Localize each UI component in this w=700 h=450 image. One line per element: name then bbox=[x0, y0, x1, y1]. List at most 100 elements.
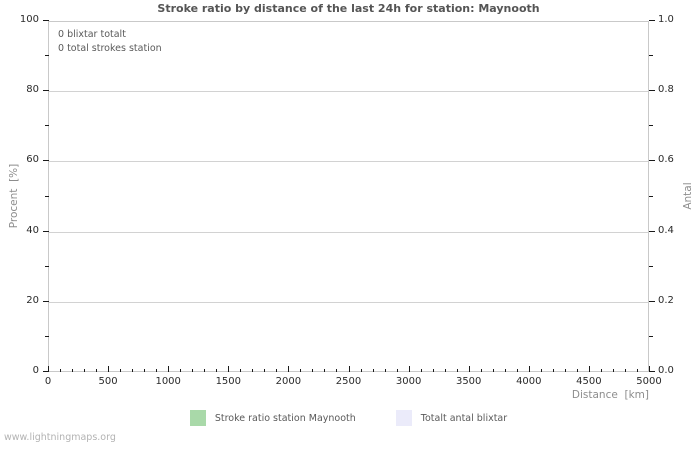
watermark-link: www.lightningmaps.org bbox=[4, 432, 116, 443]
x-axis-minor-tick bbox=[444, 369, 446, 372]
x-axis-tick bbox=[468, 366, 470, 372]
x-axis-tick bbox=[48, 366, 49, 372]
x-axis-minor-tick bbox=[216, 369, 218, 372]
x-axis-tick bbox=[649, 366, 650, 372]
y-axis-left-minor-tick bbox=[45, 55, 49, 57]
x-axis-tick-label: 1000 bbox=[155, 376, 181, 387]
y-axis-right-tick-label: 0.8 bbox=[658, 84, 674, 96]
y-axis-left-tick-label: 40 bbox=[26, 224, 39, 236]
y-axis-right-minor-tick bbox=[649, 335, 653, 337]
legend-item: Stroke ratio station Maynooth bbox=[189, 410, 356, 426]
legend-label: Stroke ratio station Maynooth bbox=[214, 412, 356, 424]
x-axis-minor-tick bbox=[504, 369, 506, 372]
y-axis-right-minor-tick bbox=[649, 125, 653, 127]
chart-title: Stroke ratio by distance of the last 24h… bbox=[157, 2, 540, 15]
x-axis-minor-tick bbox=[96, 369, 98, 372]
x-axis-minor-tick bbox=[576, 369, 578, 372]
x-axis-minor-tick bbox=[60, 369, 62, 372]
x-axis-tick-label: 4000 bbox=[516, 376, 542, 387]
x-axis-minor-tick bbox=[120, 369, 122, 372]
y-axis-right-tick-label: 1.0 bbox=[658, 14, 674, 25]
x-axis-title: Distance [km] bbox=[571, 389, 649, 401]
x-axis-minor-tick bbox=[420, 369, 422, 372]
y-axis-left-tick bbox=[43, 300, 49, 302]
x-axis-tick bbox=[108, 366, 110, 372]
x-axis-tick bbox=[288, 366, 290, 372]
legend-label: Totalt antal blixtar bbox=[420, 412, 508, 424]
x-axis-minor-tick bbox=[552, 369, 554, 372]
legend-swatch bbox=[395, 410, 412, 426]
x-axis-minor-tick bbox=[636, 369, 638, 372]
y-axis-right-tick-label: 0.2 bbox=[658, 294, 674, 306]
x-axis-minor-tick bbox=[144, 369, 146, 372]
gridline-horizontal bbox=[49, 231, 648, 233]
y-axis-right-minor-tick bbox=[649, 195, 653, 197]
y-axis-left-tick bbox=[43, 160, 49, 162]
y-axis-right-minor-tick bbox=[649, 265, 653, 267]
y-axis-right-tick-label: 0.0 bbox=[658, 365, 674, 376]
x-axis-minor-tick bbox=[156, 369, 158, 372]
y-axis-right-tick bbox=[649, 300, 655, 302]
x-axis-tick-label: 3000 bbox=[395, 376, 422, 387]
x-axis-minor-tick bbox=[180, 369, 182, 372]
x-axis-minor-tick bbox=[336, 369, 338, 372]
y-axis-left-minor-tick bbox=[45, 265, 49, 267]
x-axis-minor-tick bbox=[264, 369, 266, 372]
x-axis-minor-tick bbox=[204, 369, 206, 372]
legend-item: Totalt antal blixtar bbox=[395, 410, 508, 426]
x-axis-minor-tick bbox=[192, 369, 194, 372]
y-axis-left-tick-label: 60 bbox=[26, 154, 39, 166]
y-axis-left-tick-label: 100 bbox=[19, 14, 39, 25]
x-axis-tick bbox=[528, 366, 530, 372]
x-axis-minor-tick bbox=[564, 369, 566, 372]
x-axis-minor-tick bbox=[456, 369, 458, 372]
x-axis-tick bbox=[168, 366, 170, 372]
x-axis-minor-tick bbox=[432, 369, 434, 372]
x-axis-minor-tick bbox=[480, 369, 482, 372]
x-axis-minor-tick bbox=[360, 369, 362, 372]
gridline-horizontal bbox=[49, 91, 648, 93]
x-axis-tick-label: 5000 bbox=[636, 376, 662, 387]
x-axis-tick bbox=[348, 366, 350, 372]
x-axis-tick-label: 1500 bbox=[215, 376, 242, 387]
x-axis-minor-tick bbox=[492, 369, 494, 372]
gridline-horizontal bbox=[49, 301, 648, 303]
x-axis-minor-tick bbox=[384, 369, 386, 372]
x-axis-tick-label: 2000 bbox=[275, 376, 302, 387]
y-axis-left-tick-label: 0 bbox=[32, 365, 39, 376]
y-axis-right-title: Antal bbox=[682, 182, 694, 210]
x-axis-tick bbox=[408, 366, 410, 372]
x-axis-tick-label: 2500 bbox=[335, 376, 362, 387]
y-axis-right-tick-label: 0.4 bbox=[658, 224, 674, 236]
x-axis-minor-tick bbox=[540, 369, 542, 372]
x-axis-minor-tick bbox=[84, 369, 86, 372]
annotation-line-station-strokes: 0 total strokes station bbox=[58, 42, 162, 54]
x-axis-minor-tick bbox=[300, 369, 302, 372]
x-axis-minor-tick bbox=[240, 369, 242, 372]
annotation-line-total-strokes: 0 blixtar totalt bbox=[58, 29, 126, 40]
x-axis-minor-tick bbox=[516, 369, 518, 372]
y-axis-left-tick bbox=[43, 90, 49, 92]
x-axis-minor-tick bbox=[252, 369, 254, 372]
x-axis-minor-tick bbox=[312, 369, 314, 372]
y-axis-right-tick bbox=[649, 371, 655, 372]
x-axis-minor-tick bbox=[612, 369, 614, 372]
y-axis-right-tick bbox=[649, 90, 655, 92]
x-axis-minor-tick bbox=[600, 369, 602, 372]
y-axis-left-title: Procent [%] bbox=[8, 163, 20, 229]
y-axis-left-tick bbox=[43, 20, 49, 21]
x-axis-minor-tick bbox=[72, 369, 74, 372]
y-axis-left-tick-label: 80 bbox=[26, 84, 39, 96]
y-axis-right-minor-tick bbox=[649, 55, 653, 57]
x-axis-tick-label: 500 bbox=[98, 376, 118, 387]
gridline-horizontal bbox=[49, 161, 648, 163]
y-axis-right-tick-label: 0.6 bbox=[658, 154, 674, 166]
legend: Stroke ratio station Maynooth Totalt anta… bbox=[48, 408, 649, 428]
y-axis-left-minor-tick bbox=[45, 195, 49, 197]
y-axis-left-tick bbox=[43, 371, 49, 372]
y-axis-left-tick-label: 20 bbox=[26, 294, 39, 306]
legend-swatch bbox=[189, 410, 206, 426]
x-axis-tick-label: 4500 bbox=[576, 376, 602, 387]
x-axis-tick-label: 3500 bbox=[455, 376, 482, 387]
x-axis-minor-tick bbox=[132, 369, 134, 372]
